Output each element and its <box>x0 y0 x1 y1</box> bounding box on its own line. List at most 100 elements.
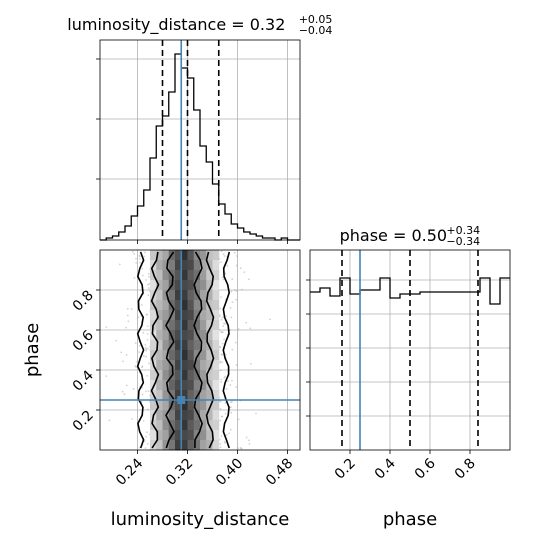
scatter-point <box>223 377 226 379</box>
density-cell <box>156 370 163 381</box>
scatter-point <box>224 442 227 444</box>
density-cell <box>187 280 195 291</box>
phase-xtick-label-3: 0.8 <box>452 456 479 483</box>
density-cell <box>181 300 188 311</box>
scatter-point <box>235 298 238 301</box>
scatter-point <box>219 261 222 264</box>
scatter-point <box>148 362 150 365</box>
density-cell <box>156 410 163 421</box>
density-cell <box>181 290 188 301</box>
frames-layer <box>96 39 511 454</box>
scatter-point <box>138 351 141 353</box>
joint-xtick-label-1: 0.32 <box>163 456 196 489</box>
scatter-point <box>142 420 145 422</box>
x-axis-label-phase: phase <box>383 509 437 530</box>
density-cell <box>162 330 170 341</box>
density-cell <box>181 350 188 361</box>
density-cell <box>212 280 220 291</box>
scatter-point <box>269 318 271 321</box>
scatter-point <box>243 271 246 274</box>
phase-hist-bin-8 <box>390 298 400 450</box>
density-cell <box>168 260 176 271</box>
scatter-point <box>131 418 133 420</box>
scatter-point <box>146 442 149 445</box>
scatter-point <box>255 412 257 415</box>
density-cell <box>162 400 170 411</box>
density-cell <box>212 340 220 351</box>
density-cell <box>187 400 195 411</box>
density-cell <box>206 350 213 361</box>
scatter-point <box>225 315 227 317</box>
density-cell <box>162 360 170 371</box>
density-cell <box>168 320 176 331</box>
scatter-point <box>115 339 118 342</box>
joint-ytick-label-3: 0.8 <box>70 288 97 315</box>
density-cell <box>162 420 170 431</box>
density-cell <box>162 430 170 441</box>
lum-hist-step <box>100 53 300 241</box>
scatter-point <box>132 388 135 390</box>
scatter-point <box>142 331 145 334</box>
phase-hist-bin-0 <box>310 292 320 450</box>
contour-1-left <box>150 251 160 449</box>
scatter-point <box>141 365 144 368</box>
density-cell <box>200 300 207 311</box>
density-cell <box>175 430 182 441</box>
phase-title-sub: −0.34 <box>446 235 480 248</box>
density-cell <box>200 350 207 361</box>
x-axis-label-luminosity-distance: luminosity_distance <box>111 509 290 530</box>
scatter-point <box>141 366 143 369</box>
density-cell <box>162 280 170 291</box>
scatter-point <box>221 331 224 334</box>
density-cell <box>181 420 188 431</box>
scatter-point <box>221 361 224 364</box>
density-cell <box>175 360 182 371</box>
scatter-point <box>219 360 222 363</box>
scatter-point <box>220 435 223 437</box>
density-cell <box>206 300 213 311</box>
scatter-point <box>130 308 133 310</box>
scatter-point <box>221 415 224 418</box>
density-cell <box>150 250 157 261</box>
density-cell <box>212 360 220 371</box>
joint-ytick-label-0: 0.2 <box>70 408 97 435</box>
density-cell <box>175 270 182 281</box>
contour-2-left <box>165 251 175 449</box>
density-cell <box>181 380 188 391</box>
scatter-point <box>229 406 232 409</box>
lum-hist-bin-24 <box>250 234 256 240</box>
scatter-point <box>240 447 243 450</box>
scatter-point <box>126 314 129 317</box>
scatter-point <box>127 320 130 323</box>
density-cell <box>206 430 213 441</box>
density-cell <box>200 340 207 351</box>
density-cell <box>212 390 220 401</box>
density-cell <box>187 390 195 401</box>
scatter-point <box>145 349 148 352</box>
phase-xtick-label-1: 0.4 <box>372 455 399 482</box>
scatter-point <box>144 447 147 450</box>
density-cell <box>168 290 176 301</box>
phase-hist-bin-13 <box>440 292 450 450</box>
scatter-point <box>138 255 141 258</box>
scatter-point <box>222 278 225 281</box>
density-cell <box>181 440 188 451</box>
density-cell <box>193 340 201 351</box>
density-cell <box>200 290 207 301</box>
scatter-point <box>141 393 144 396</box>
scatter-point <box>142 355 145 358</box>
scatter-point <box>147 294 150 297</box>
density-cell <box>175 280 182 291</box>
density-cell <box>187 300 195 311</box>
scatter-point <box>224 402 227 404</box>
lum-hist-bin-10 <box>163 116 169 240</box>
phase-hist-bin-2 <box>330 296 340 450</box>
joint-xtick-label-2: 0.40 <box>213 456 246 489</box>
lum-hist-bin-6 <box>138 206 144 240</box>
scatter-point <box>237 418 240 421</box>
lum-hist-bin-12 <box>175 54 181 240</box>
density-cell <box>156 320 163 331</box>
scatter-point <box>147 287 150 289</box>
scatter-point <box>239 267 242 270</box>
scatter-point <box>125 326 127 329</box>
